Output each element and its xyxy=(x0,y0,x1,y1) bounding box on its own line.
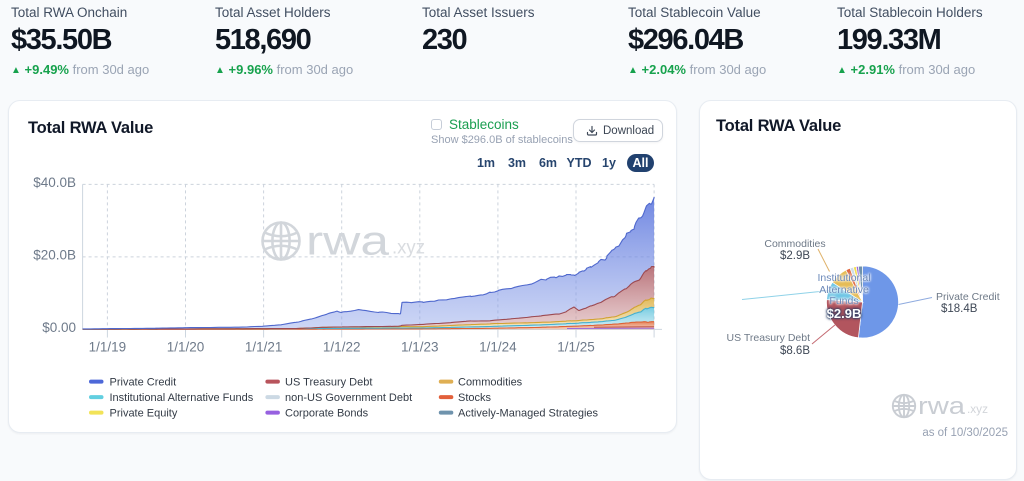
svg-text:$0.00: $0.00 xyxy=(42,320,76,335)
svg-text:as of 10/30/2025: as of 10/30/2025 xyxy=(922,427,1008,439)
svg-text:non-US Government Debt: non-US Government Debt xyxy=(285,392,412,404)
svg-text:Stocks: Stocks xyxy=(458,392,492,404)
svg-text:Private Equity: Private Equity xyxy=(110,408,178,420)
svg-text:rwa: rwa xyxy=(918,393,966,420)
svg-text:1/1/21: 1/1/21 xyxy=(245,340,283,355)
svg-text:Corporate Bonds: Corporate Bonds xyxy=(285,408,369,420)
svg-text:$20.0B: $20.0B xyxy=(33,248,76,263)
svg-text:.xyz: .xyz xyxy=(392,238,425,259)
svg-text:1/1/22: 1/1/22 xyxy=(323,340,361,355)
svg-text:$40.0B: $40.0B xyxy=(33,175,76,190)
svg-text:Actively-Managed Strategies: Actively-Managed Strategies xyxy=(458,408,599,420)
svg-text:rwa: rwa xyxy=(306,218,389,264)
svg-text:Commodities: Commodities xyxy=(458,377,523,389)
svg-text:Private Credit: Private Credit xyxy=(110,377,177,389)
svg-text:US Treasury Debt: US Treasury Debt xyxy=(285,377,372,389)
svg-text:1/1/25: 1/1/25 xyxy=(557,340,595,355)
svg-text:1/1/20: 1/1/20 xyxy=(167,340,205,355)
svg-text:1/1/19: 1/1/19 xyxy=(89,340,127,355)
svg-text:1/1/24: 1/1/24 xyxy=(479,340,517,355)
svg-text:.xyz: .xyz xyxy=(967,402,988,416)
svg-text:1/1/23: 1/1/23 xyxy=(401,340,439,355)
svg-text:Institutional Alternative Fund: Institutional Alternative Funds xyxy=(110,392,254,404)
